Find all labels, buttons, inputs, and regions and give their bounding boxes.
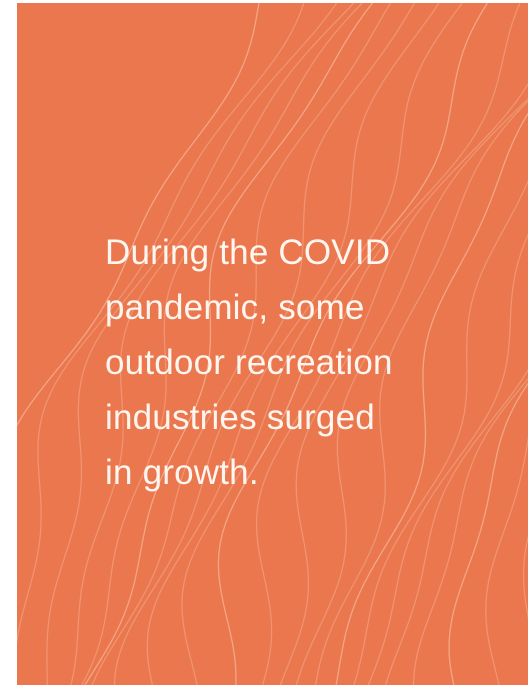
- contour-line: [46, 3, 338, 685]
- contour-line: [335, 112, 528, 685]
- contour-line: [146, 3, 440, 685]
- text-line: During the COVID: [105, 233, 391, 272]
- text-line: outdoor recreation: [105, 343, 393, 382]
- contour-line: [255, 3, 521, 685]
- contour-line: [17, 3, 260, 427]
- contour-line: [279, 82, 528, 685]
- contour-line: [113, 3, 415, 685]
- contour-pattern: [17, 3, 528, 685]
- contour-line: [91, 3, 392, 685]
- contour-line: [448, 382, 528, 685]
- contour-line: [384, 368, 528, 685]
- contour-line: [485, 436, 528, 685]
- contour-line: [367, 233, 528, 685]
- contour-line: [412, 378, 528, 685]
- contour-line: [181, 3, 463, 685]
- text-line: industries surged: [105, 398, 375, 437]
- contour-line: [17, 3, 305, 646]
- contour-line: [295, 97, 528, 685]
- card-text: During the COVID pandemic, some outdoor …: [105, 225, 393, 500]
- contour-line: [84, 3, 374, 685]
- card: During the COVID pandemic, some outdoor …: [17, 3, 528, 685]
- contour-line: [217, 3, 488, 685]
- contour-line: [315, 100, 528, 685]
- text-line: pandemic, some: [105, 288, 365, 327]
- contour-line: [353, 179, 528, 685]
- text-line: in growth.: [105, 453, 259, 492]
- contour-line: [522, 534, 528, 621]
- contour-line: [81, 3, 363, 685]
- contour-line: [70, 3, 355, 685]
